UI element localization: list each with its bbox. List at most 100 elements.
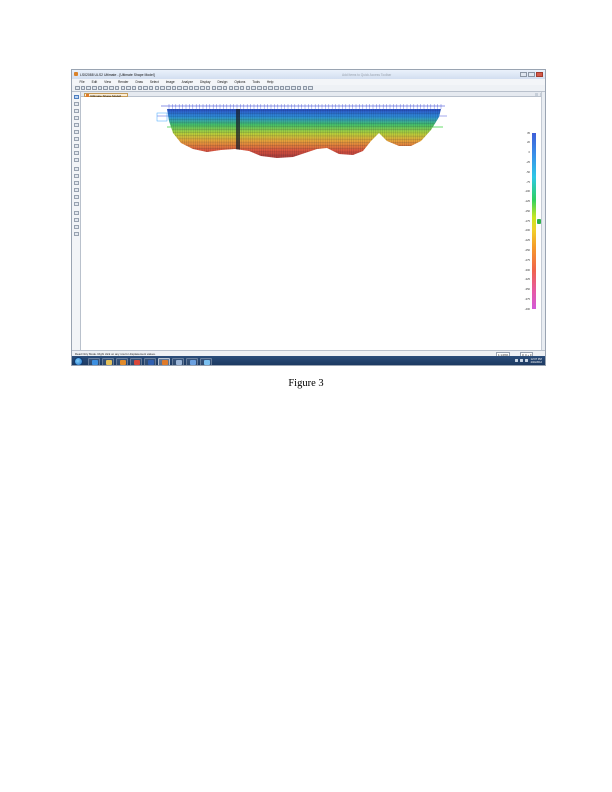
menu-render[interactable]: Render xyxy=(118,80,129,84)
toolbar-button[interactable] xyxy=(154,85,160,91)
menu-design[interactable]: Design xyxy=(217,80,228,84)
side-tool-button[interactable] xyxy=(74,188,79,192)
toolbar-button[interactable] xyxy=(200,85,205,91)
network-icon[interactable] xyxy=(515,359,519,363)
side-tool-button[interactable] xyxy=(74,202,79,206)
side-tool-button[interactable] xyxy=(74,151,79,155)
toolbar-button[interactable] xyxy=(183,85,188,91)
toolbar-button[interactable] xyxy=(86,85,91,91)
minimize-button[interactable] xyxy=(520,71,527,77)
taskbar-notes-icon[interactable] xyxy=(172,357,184,365)
side-tool-button[interactable] xyxy=(74,102,79,106)
toolbar-button[interactable] xyxy=(120,85,125,91)
toolbar-button[interactable] xyxy=(217,85,222,91)
taskbar-ie-icon[interactable] xyxy=(88,357,100,365)
toolbar-button[interactable] xyxy=(262,85,268,91)
side-tool-button[interactable] xyxy=(74,225,79,229)
taskbar-word-icon[interactable] xyxy=(144,357,156,365)
side-tool-button[interactable] xyxy=(74,137,79,141)
toolbar-button[interactable] xyxy=(80,85,86,91)
toolbar-button[interactable] xyxy=(126,85,131,91)
side-tool-button[interactable] xyxy=(74,158,79,162)
menu-edit[interactable]: Edit xyxy=(91,80,98,84)
side-tool-button[interactable] xyxy=(74,218,79,222)
taskbar-ultimate-icon[interactable] xyxy=(158,357,170,365)
toolbar-button[interactable] xyxy=(245,85,251,91)
menu-analyze[interactable]: Analyze xyxy=(181,80,193,84)
flag-icon[interactable] xyxy=(525,359,529,363)
top-grid-pins xyxy=(168,104,442,109)
side-tool-button[interactable] xyxy=(74,174,79,178)
toolbar-button[interactable] xyxy=(257,85,262,91)
side-tool-button[interactable] xyxy=(74,109,79,113)
toolbar-button[interactable] xyxy=(285,85,290,91)
model-viewport[interactable]: 35 20 0 -25 -50 -75 -100 -125 -150 -175 -200 -225 -2… xyxy=(81,97,541,350)
toolbar-button[interactable] xyxy=(302,85,307,91)
toolbar-button[interactable] xyxy=(188,85,194,91)
toolbar-button[interactable] xyxy=(109,85,114,91)
menu-draw[interactable]: Draw xyxy=(135,80,143,84)
side-tool-button[interactable] xyxy=(74,181,79,185)
taskbar-media-icon[interactable] xyxy=(116,357,128,365)
side-tool-button[interactable] xyxy=(74,211,79,215)
side-tool-button[interactable] xyxy=(74,232,79,236)
toolbar-button[interactable] xyxy=(205,85,211,91)
windows-start-icon[interactable] xyxy=(74,357,83,365)
menu-options[interactable]: Options xyxy=(234,80,246,84)
toolbar-button[interactable] xyxy=(103,85,108,91)
toolbar-button[interactable] xyxy=(234,85,239,91)
side-tool-button[interactable] xyxy=(74,123,79,127)
toolbar-button[interactable] xyxy=(222,85,228,91)
toolbar-button[interactable] xyxy=(92,85,97,91)
side-tool-button[interactable] xyxy=(74,116,79,120)
vertical-scrollbar[interactable] xyxy=(541,92,545,350)
side-tool-button[interactable] xyxy=(74,195,79,199)
toolbar-button[interactable] xyxy=(160,85,165,91)
windows-taskbar: 12:07 PM 4/24/2012 xyxy=(72,356,545,365)
taskbar-viewer-icon[interactable] xyxy=(186,357,198,365)
taskbar-chrome-icon[interactable] xyxy=(130,357,142,365)
side-tool-button[interactable] xyxy=(74,167,79,171)
taskbar-explorer-icon[interactable] xyxy=(102,357,114,365)
toolbar-button[interactable] xyxy=(114,85,120,91)
toolbar-button[interactable] xyxy=(274,85,279,91)
volume-icon[interactable] xyxy=(520,359,524,363)
toolbar-button[interactable] xyxy=(143,85,148,91)
side-tool-button[interactable] xyxy=(74,130,79,134)
toolbar-button[interactable] xyxy=(194,85,199,91)
menu-image[interactable]: Image xyxy=(165,80,175,84)
toolbar-button[interactable] xyxy=(75,85,80,91)
menu-display[interactable]: Display xyxy=(199,80,211,84)
side-tool-button[interactable] xyxy=(74,95,79,99)
taskbar-clock[interactable]: 12:07 PM 4/24/2012 xyxy=(530,358,542,365)
toolbar-button[interactable] xyxy=(268,85,273,91)
toolbar-button[interactable] xyxy=(131,85,137,91)
tab-restore-icon[interactable] xyxy=(535,92,538,96)
toolbar-button[interactable] xyxy=(291,85,296,91)
menu-tools[interactable]: Tools xyxy=(252,80,260,84)
3d-model-render[interactable] xyxy=(81,97,541,187)
toolbar-button[interactable] xyxy=(228,85,234,91)
toolbar-button[interactable] xyxy=(148,85,154,91)
close-button[interactable] xyxy=(536,71,543,77)
toolbar-button[interactable] xyxy=(211,85,216,91)
toolbar-button[interactable] xyxy=(166,85,171,91)
toolbar-button[interactable] xyxy=(296,85,302,91)
legend-slider-handle[interactable] xyxy=(537,219,541,224)
menu-select[interactable]: Select xyxy=(149,80,159,84)
menu-view[interactable]: View xyxy=(104,80,111,84)
menu-file[interactable]: File xyxy=(79,80,85,84)
toolbar-button[interactable] xyxy=(137,85,143,91)
side-tool-button[interactable] xyxy=(74,144,79,148)
document-tab[interactable]: [Ultimate Shape Model] xyxy=(84,92,128,98)
toolbar-button[interactable] xyxy=(308,85,313,91)
toolbar-button[interactable] xyxy=(251,85,256,91)
menu-help[interactable]: Help xyxy=(266,80,274,84)
toolbar-button[interactable] xyxy=(171,85,177,91)
toolbar-button[interactable] xyxy=(279,85,285,91)
maximize-button[interactable] xyxy=(528,71,535,77)
toolbar-button[interactable] xyxy=(239,85,245,91)
toolbar-button[interactable] xyxy=(177,85,182,91)
toolbar-button[interactable] xyxy=(97,85,103,91)
taskbar-paint-icon[interactable] xyxy=(200,357,212,365)
